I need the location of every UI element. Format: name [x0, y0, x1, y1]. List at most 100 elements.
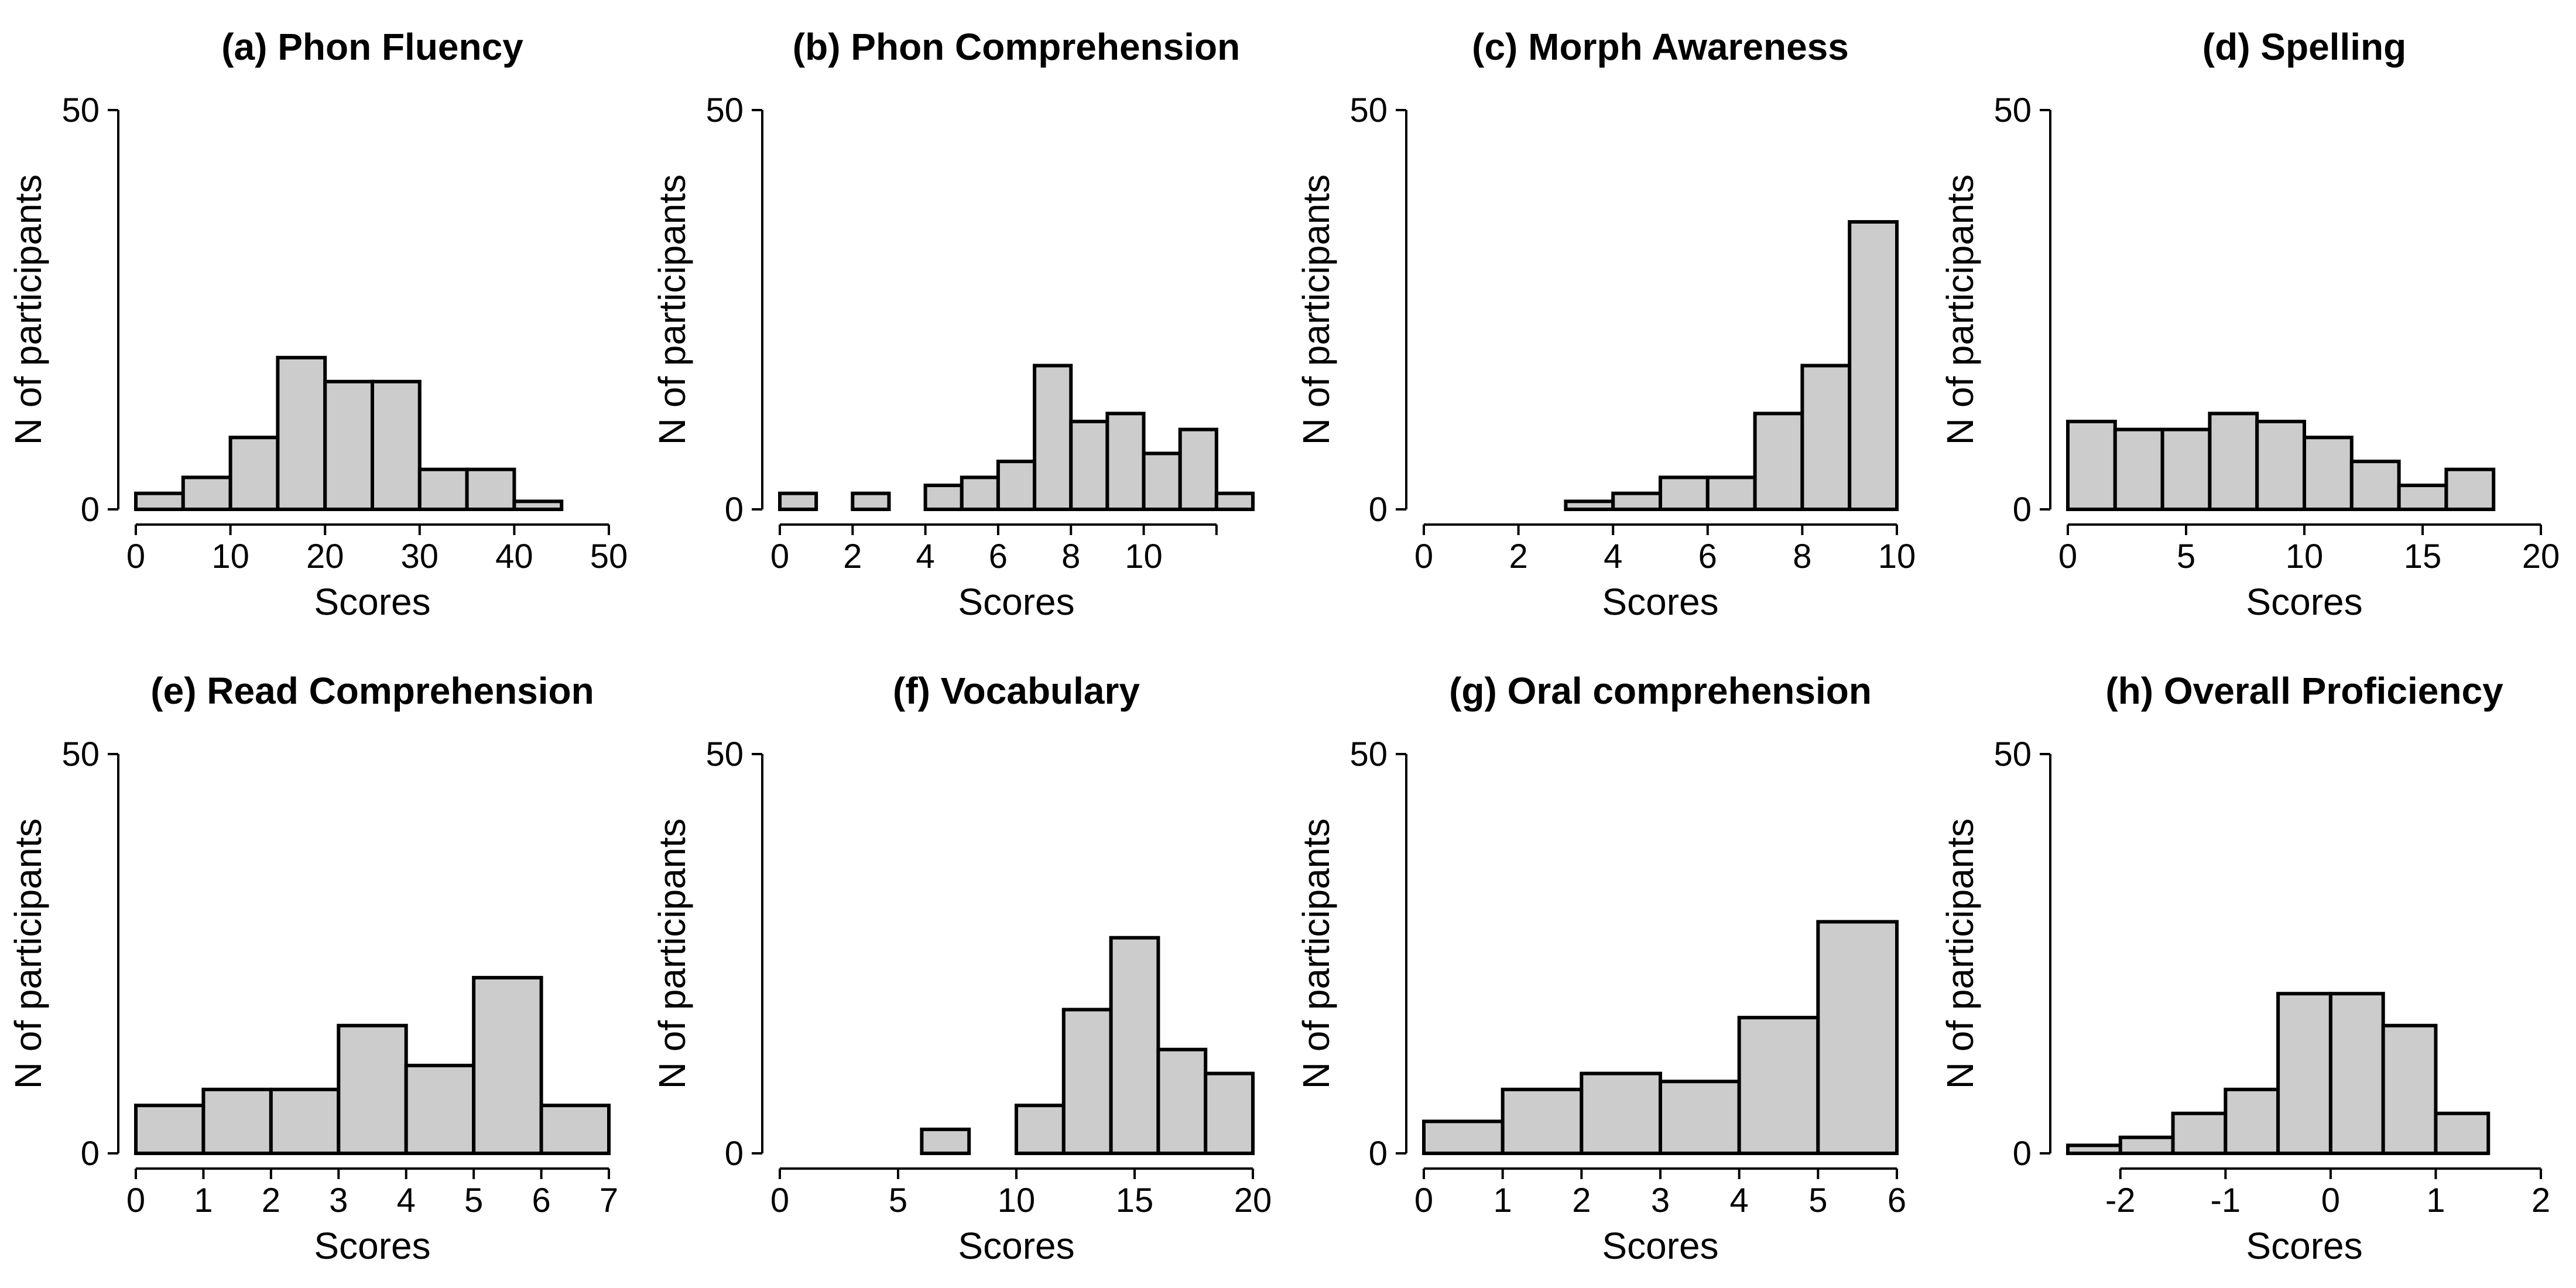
panel-title: (f) Vocabulary	[893, 670, 1140, 712]
y-tick-label: 0	[725, 491, 744, 529]
histogram-bar	[1659, 475, 1710, 512]
histogram-bar	[134, 1104, 205, 1156]
histogram-bar	[2328, 992, 2385, 1155]
histogram-bar	[1800, 364, 1852, 511]
x-tick-label: 20	[306, 537, 344, 576]
histogram-bar	[920, 1128, 971, 1155]
x-tick-label: 4	[1604, 537, 1622, 576]
y-axis-label: N of participants	[1295, 818, 1337, 1089]
panel-title: (g) Oral comprehension	[1449, 670, 1872, 712]
x-tick-label: 0	[1414, 537, 1433, 576]
y-tick-label: 50	[1349, 735, 1388, 773]
panel-title: (d) Spelling	[2202, 26, 2406, 68]
histogram-bar	[960, 475, 1000, 512]
x-tick-label: 2	[1572, 1181, 1591, 1220]
x-tick-label: 2	[1509, 537, 1527, 576]
histogram-bar	[472, 975, 543, 1156]
histogram-bar	[2066, 419, 2117, 512]
y-tick-label: 50	[705, 91, 744, 129]
y-axis-label: N of participants	[1939, 818, 1981, 1089]
x-tick-label: -1	[2211, 1181, 2241, 1220]
x-tick-label: 50	[590, 537, 628, 576]
x-tick-label: 10	[1878, 537, 1916, 576]
panel-title: (e) Read Comprehension	[150, 670, 594, 712]
x-tick-label: 6	[1888, 1181, 1906, 1220]
histogram-bar	[1737, 1016, 1820, 1155]
x-axis-label: Scores	[1602, 1225, 1718, 1267]
histogram-bar	[2224, 1087, 2280, 1156]
histogram-bar	[228, 436, 280, 511]
histogram-bar	[134, 491, 185, 511]
histogram-bar	[276, 355, 327, 512]
histogram-bar	[465, 467, 516, 511]
y-tick-label: 0	[1369, 1135, 1388, 1173]
histogram-bar	[1033, 364, 1073, 511]
x-tick-label: 3	[329, 1181, 348, 1220]
y-tick-label: 50	[61, 91, 100, 129]
histogram-bar	[1816, 920, 1899, 1155]
x-axis-label: Scores	[958, 1225, 1074, 1267]
x-tick-label: -2	[2105, 1181, 2136, 1220]
histogram-bar	[269, 1087, 341, 1156]
histogram-bar	[1848, 220, 1899, 511]
x-tick-label: 1	[1493, 1181, 1512, 1220]
y-tick-label: 0	[81, 491, 100, 529]
y-tick-label: 0	[81, 1135, 100, 1173]
x-tick-label: 0	[770, 1181, 789, 1220]
histogram-bar	[1156, 1047, 1208, 1156]
histogram-bar	[2208, 412, 2259, 511]
y-tick-label: 0	[725, 1135, 744, 1173]
histogram-bar	[1659, 1080, 1741, 1155]
histogram-bar	[2397, 484, 2448, 512]
y-tick-label: 0	[2013, 491, 2032, 529]
x-tick-label: 10	[998, 1181, 1036, 1220]
x-tick-label: 2	[843, 537, 862, 576]
x-tick-label: 20	[2522, 537, 2560, 576]
histogram-bar	[1422, 1119, 1505, 1155]
x-tick-label: 0	[770, 537, 789, 576]
panel-e: (e) Read Comprehension 0 50 0 1 2 3 4 5 6 7 Scores N…	[7, 670, 618, 1267]
histogram-bar	[1501, 1087, 1584, 1156]
histogram-bar	[2349, 460, 2401, 511]
x-tick-label: 8	[1793, 537, 1811, 576]
x-tick-label: 5	[2177, 537, 2195, 576]
histogram-bar	[2434, 1111, 2491, 1156]
x-tick-label: 0	[126, 537, 145, 576]
x-axis-label: Scores	[2246, 1225, 2362, 1267]
histogram-bar	[2113, 427, 2164, 511]
histogram-bar	[1753, 412, 1804, 511]
x-tick-label: 5	[889, 1181, 907, 1220]
x-tick-label: 2	[2532, 1181, 2550, 1220]
histogram-bar	[2255, 419, 2306, 512]
histogram-bar	[371, 379, 422, 512]
panel-title: (c) Morph Awareness	[1472, 26, 1849, 68]
y-tick-label: 0	[2013, 1135, 2032, 1173]
x-tick-label: 4	[916, 537, 934, 576]
histogram-bar	[1109, 936, 1160, 1155]
panel-b: (b) Phon Comprehension 0 50 0 2 4 6 8 10 Scores N …	[651, 26, 1255, 623]
histogram-bar	[1015, 1104, 1066, 1156]
histogram-bar	[2160, 427, 2212, 511]
histogram-bar	[1611, 491, 1662, 511]
histogram-bar	[1204, 1071, 1255, 1155]
histogram-bar	[1105, 412, 1146, 511]
histogram-bar	[1061, 1008, 1113, 1155]
x-tick-label: 6	[532, 1181, 550, 1220]
y-tick-label: 50	[1993, 735, 2032, 773]
y-axis-label: N of participants	[651, 818, 693, 1089]
x-tick-label: 40	[495, 537, 533, 576]
y-axis-label: N of participants	[7, 174, 49, 445]
x-tick-label: 1	[2426, 1181, 2445, 1220]
histogram-bar	[1564, 499, 1615, 511]
histogram-bar	[1214, 491, 1255, 511]
x-axis-label: Scores	[2246, 581, 2362, 623]
panel-title: (a) Phon Fluency	[221, 26, 523, 68]
histogram-bar	[337, 1023, 408, 1156]
histogram-bar	[2066, 1143, 2122, 1155]
x-tick-label: 0	[126, 1181, 145, 1220]
y-axis-label: N of participants	[651, 174, 693, 445]
y-axis-label: N of participants	[1295, 174, 1337, 445]
histogram-bar	[996, 460, 1037, 511]
x-tick-label: 0	[2058, 537, 2077, 576]
